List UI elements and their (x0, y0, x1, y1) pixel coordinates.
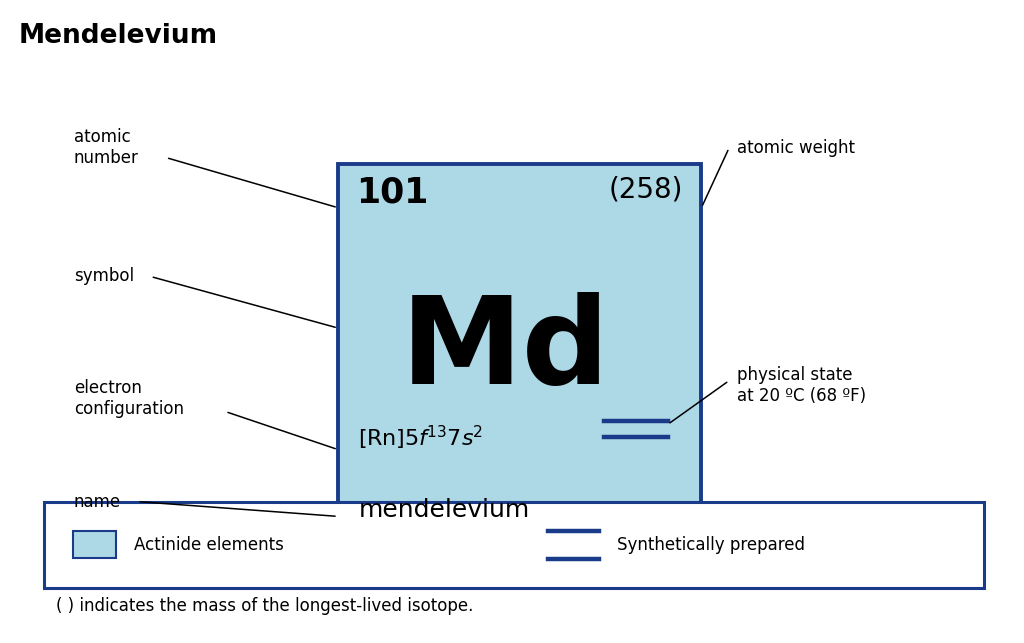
Text: atomic
number: atomic number (74, 129, 138, 167)
Bar (338, 164, 701, 569)
Text: ( ) indicates the mass of the longest-lived isotope.: ( ) indicates the mass of the longest-li… (56, 597, 474, 615)
Text: $\mathregular{[Rn]5}f\mathregular{^{13}7}s\mathregular{^{2}}$: $\mathregular{[Rn]5}f\mathregular{^{13}7… (358, 423, 483, 451)
Text: Md: Md (400, 292, 609, 409)
Text: physical state
at 20 ºC (68 ºF): physical state at 20 ºC (68 ºF) (737, 367, 866, 405)
Text: Actinide elements: Actinide elements (134, 536, 284, 554)
Text: symbol: symbol (74, 267, 134, 285)
Text: mendelevium: mendelevium (358, 498, 529, 523)
Text: Mendelevium: Mendelevium (18, 23, 217, 48)
Text: Synthetically prepared: Synthetically prepared (617, 536, 806, 554)
Bar (73, 531, 116, 558)
Text: electron
configuration: electron configuration (74, 379, 183, 418)
Bar (44, 502, 984, 588)
Text: name: name (74, 493, 121, 511)
Text: 101: 101 (356, 176, 429, 210)
Text: atomic weight: atomic weight (737, 139, 855, 157)
Text: (258): (258) (608, 176, 683, 204)
